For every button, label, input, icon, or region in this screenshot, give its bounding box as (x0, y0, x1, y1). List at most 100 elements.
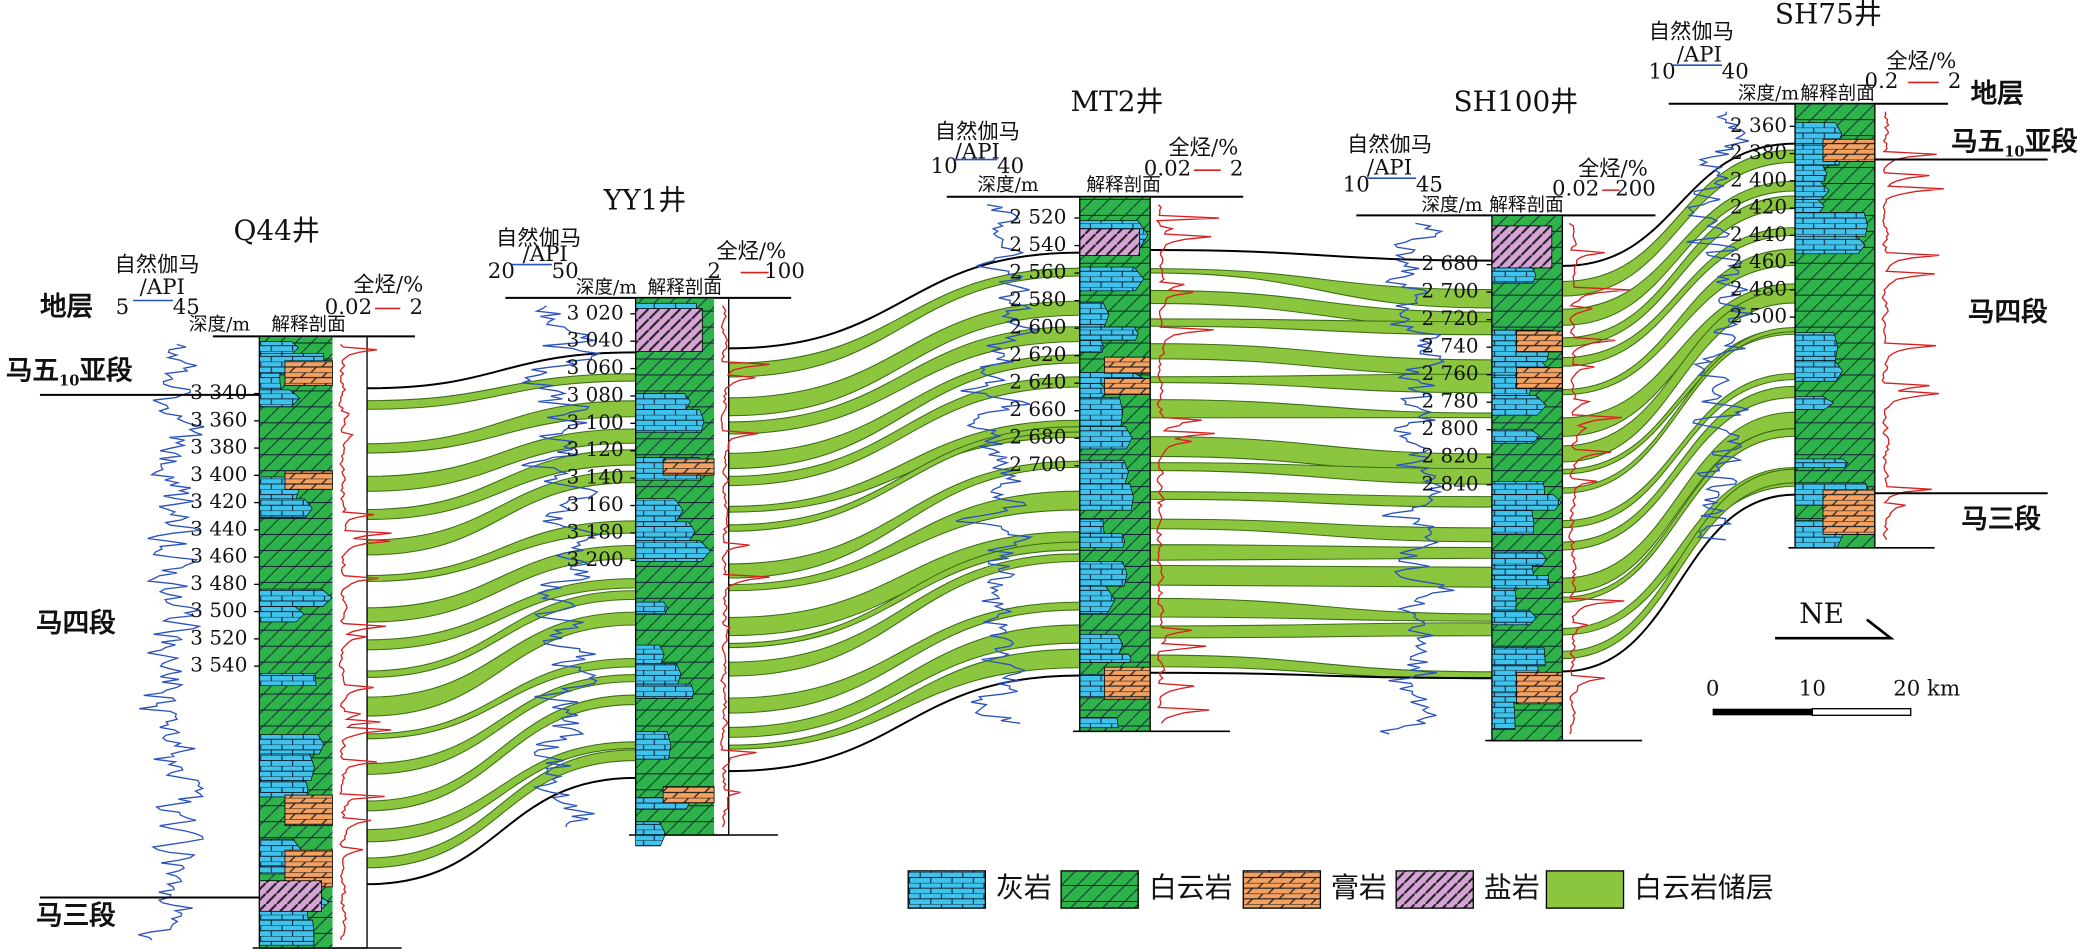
limestone-bed (1079, 339, 1104, 353)
formation-boundary (367, 351, 636, 390)
gypsum-bed (284, 794, 333, 827)
legend-label: 灰岩 (996, 871, 1052, 904)
hc-min: 0.02 (1552, 177, 1599, 202)
orientation-arrow (1775, 618, 1895, 640)
limestone-bed (259, 341, 299, 354)
formation-boundary (1562, 142, 1796, 267)
limestone-bed (259, 372, 282, 391)
limestone-bed (259, 919, 315, 946)
stratum-label: 马三段 (1961, 504, 2041, 535)
gamma-curve (521, 305, 602, 828)
formation-boundary (1150, 248, 1492, 262)
depth-tick-label: 2 660 (1009, 397, 1066, 421)
stratum-tail: 亚段 (2025, 127, 2079, 158)
gamma-max: 40 (1722, 60, 1749, 85)
gamma-unit: /API (1367, 155, 1412, 180)
depth-tick-label: 3 060 (567, 355, 624, 379)
hc-max: 200 (1615, 177, 1656, 202)
stratum-sub: 10 (59, 372, 79, 389)
limestone-bed (635, 393, 691, 410)
gamma-label: 自然伽马 (1347, 133, 1432, 158)
limestone-bed (259, 672, 317, 687)
depth-tick-label: 2 520 (1009, 205, 1066, 229)
gamma-max: 45 (1416, 173, 1443, 198)
hc-min: 0.02 (325, 295, 372, 320)
gamma-max: 50 (552, 259, 579, 284)
legend-swatch (1242, 870, 1322, 909)
gypsum-bed (662, 458, 715, 476)
reservoir-band (1149, 597, 1493, 622)
stratum-label: 马三段 (36, 900, 116, 931)
gamma-curve (955, 204, 1041, 724)
limestone-bed (1794, 360, 1844, 382)
profile-label: 解释剖面 (1800, 83, 1874, 104)
column-frame (1794, 103, 1876, 549)
stratum-label: 马四段 (1968, 297, 2048, 328)
reservoir-band (1149, 518, 1493, 543)
salt-bed (1079, 228, 1141, 256)
gamma-min: 10 (1343, 173, 1370, 198)
depth-tick-label: 3 080 (567, 382, 624, 406)
gypsum-bed (284, 470, 333, 490)
gamma-min: 10 (931, 154, 958, 179)
gamma-label: 自然伽马 (496, 226, 581, 251)
limestone-bed (1794, 458, 1849, 468)
gamma-unit: /API (955, 139, 1000, 164)
depth-tick-label: 2 480 (1730, 276, 1787, 300)
depth-tick-label: 2 560 (1009, 260, 1066, 284)
profile-label: 解释剖面 (1086, 175, 1160, 196)
depth-label: 深度/m (977, 175, 1038, 196)
stratum-label: 马五10亚段 (1951, 127, 2078, 161)
depth-tick-label: 2 540 (1009, 232, 1066, 256)
column-frame (258, 335, 368, 949)
limestone-bed (1079, 533, 1126, 548)
limestone-bed (1491, 587, 1517, 611)
scale-bar-black (1712, 708, 1813, 716)
stratum-label: 马五10亚段 (6, 355, 133, 389)
legend-label: 膏岩 (1331, 871, 1387, 904)
legend-swatch (1545, 870, 1625, 909)
depth-tick-label: 3 520 (190, 625, 247, 649)
stratum-tail: 亚段 (79, 355, 133, 386)
scale-label: 0 (1706, 677, 1720, 702)
stratum-main: 马五 (6, 355, 59, 386)
strata-header: 地层 (40, 291, 93, 322)
gamma-label: 自然伽马 (114, 252, 199, 277)
hc-max: 2 (409, 295, 423, 320)
limestone-bed (635, 821, 666, 847)
well-name: SH100井 (1454, 85, 1579, 118)
gypsum-bed (284, 360, 333, 386)
legend-label: 白云岩储层 (1634, 871, 1774, 904)
limestone-bed (1491, 266, 1537, 284)
scale-label: 10 (1799, 677, 1826, 702)
gamma-min: 10 (1649, 60, 1676, 85)
limestone-bed (1491, 609, 1537, 626)
depth-tick-label: 2 680 (1422, 251, 1479, 275)
depth-tick-label: 3 100 (567, 410, 624, 434)
hc-label: 全烃/% (353, 272, 423, 297)
depth-tick-label: 3 480 (190, 571, 247, 595)
limestone-bed (1491, 481, 1545, 495)
depth-tick-label: 2 500 (1730, 304, 1787, 328)
gamma-curve (1686, 111, 1753, 541)
depth-tick-label: 2 800 (1422, 416, 1479, 440)
depth-tick-label: 3 400 (190, 462, 247, 486)
depth-tick-label: 3 040 (567, 328, 624, 352)
profile-label: 解释剖面 (648, 278, 722, 299)
reservoir-band (1149, 622, 1493, 639)
gypsum-bed (1103, 666, 1151, 700)
depth-tick-label: 3 020 (567, 300, 624, 324)
depth-tick-label: 3 380 (190, 435, 247, 459)
scale-label: 20 km (1893, 677, 1960, 702)
depth-tick-label: 2 620 (1009, 342, 1066, 366)
stratum-sub: 10 (2004, 143, 2024, 160)
limestone-bed (1079, 326, 1139, 341)
salt-bed (1491, 225, 1553, 269)
legend-swatch (907, 870, 986, 909)
limestone-bed (1491, 647, 1546, 667)
limestone-bed (1794, 235, 1866, 255)
hc-curve (338, 343, 392, 941)
